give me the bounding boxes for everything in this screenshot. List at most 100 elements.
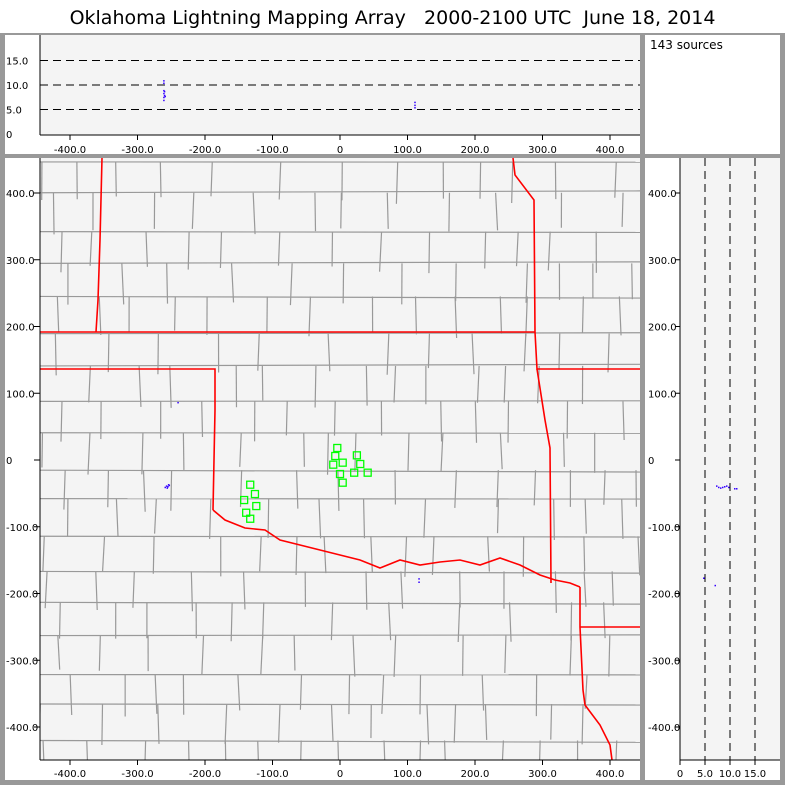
- y-tick-label: 300.0: [6, 256, 35, 267]
- y-tick-label: 10.0: [6, 81, 28, 92]
- county-line: [525, 296, 528, 337]
- county-line: [40, 261, 640, 264]
- county-line: [419, 674, 422, 715]
- source-point: [163, 94, 166, 97]
- x-tick-label: 10.0: [719, 769, 741, 780]
- county-line: [427, 333, 431, 369]
- source-point: [418, 581, 420, 583]
- county-line: [152, 536, 155, 574]
- county-line: [362, 498, 366, 539]
- county-line: [101, 703, 104, 746]
- county-line: [107, 333, 110, 373]
- source-point: [167, 484, 170, 486]
- lma-station: [246, 480, 255, 489]
- county-line: [584, 498, 587, 534]
- lma-station: [338, 478, 347, 487]
- county-line: [58, 602, 61, 639]
- y-tick-label: 400.0: [648, 189, 677, 200]
- county-line: [383, 740, 386, 760]
- y-tick-label: 5.0: [6, 106, 22, 117]
- x-tick-label: 400.0: [596, 769, 625, 780]
- source-point: [720, 487, 722, 489]
- source-point: [167, 486, 169, 488]
- x-tick-label: 0: [677, 769, 683, 780]
- county-line: [42, 740, 45, 760]
- county-line: [386, 192, 389, 229]
- lma-station: [246, 514, 255, 523]
- county-line: [323, 536, 327, 574]
- lma-station: [335, 469, 345, 479]
- source-point: [177, 401, 179, 404]
- county-line: [191, 192, 195, 229]
- x-tick-label: 300.0: [528, 145, 557, 156]
- chart-title: Oklahoma Lightning Mapping Array 2000-21…: [0, 0, 785, 33]
- source-point: [718, 486, 720, 489]
- county-line: [615, 740, 618, 760]
- source-point: [163, 92, 165, 95]
- county-line: [340, 192, 342, 229]
- county-line: [393, 365, 397, 403]
- county-line: [621, 192, 624, 227]
- county-line: [142, 470, 146, 512]
- county-line: [454, 296, 458, 339]
- county-line: [153, 498, 157, 534]
- county-line: [40, 570, 640, 574]
- county-line: [501, 740, 504, 760]
- county-line: [159, 161, 162, 198]
- x-tick-label: -300.0: [121, 145, 153, 156]
- county-line: [145, 231, 148, 267]
- source-count: 143 sources: [650, 38, 723, 52]
- y-tick-label: -300.0: [648, 656, 680, 667]
- county-line: [348, 674, 351, 715]
- county-line: [503, 365, 507, 403]
- county-line: [63, 470, 66, 510]
- x-tick-label: 0: [337, 145, 343, 156]
- county-line: [257, 333, 260, 371]
- y-tick-label: -400.0: [648, 723, 680, 734]
- y-tick-label: -200.0: [648, 590, 680, 601]
- county-line: [190, 571, 194, 612]
- source-point: [165, 485, 168, 487]
- lma-station: [250, 489, 260, 499]
- county-line: [603, 602, 606, 639]
- county-line: [201, 401, 204, 438]
- county-line: [224, 740, 227, 760]
- county-line: [448, 192, 451, 232]
- county-line: [525, 263, 529, 303]
- county-line: [69, 674, 73, 716]
- x-tick-label: 300.0: [528, 769, 557, 780]
- x-tick-label: -200.0: [189, 145, 221, 156]
- y-tick-label: 0: [6, 130, 12, 141]
- county-line: [352, 635, 356, 677]
- county-line: [554, 571, 557, 613]
- county-line: [419, 740, 422, 760]
- county-line: [581, 703, 584, 745]
- county-line: [581, 296, 584, 334]
- county-line: [88, 365, 91, 403]
- source-point: [703, 577, 705, 579]
- y-tick-label: -100.0: [648, 523, 680, 534]
- y-tick-label: 0: [648, 456, 654, 467]
- county-line: [303, 432, 305, 467]
- source-point: [414, 104, 416, 107]
- county-line: [440, 401, 443, 442]
- county-line: [484, 703, 488, 740]
- source-point: [414, 107, 416, 109]
- lma-station: [333, 443, 342, 453]
- county-line: [57, 635, 61, 670]
- county-line: [608, 635, 611, 677]
- county-line: [330, 602, 334, 641]
- county-line: [87, 432, 91, 475]
- county-line: [285, 401, 288, 436]
- source-point: [164, 486, 166, 489]
- y-tick-label: 100.0: [6, 389, 35, 400]
- source-point: [414, 101, 416, 104]
- y-tick-label: 400.0: [6, 189, 35, 200]
- county-line: [365, 571, 368, 610]
- county-line: [295, 536, 298, 576]
- county-line: [230, 263, 235, 303]
- county-line: [496, 470, 499, 508]
- y-tick-label: -400.0: [6, 723, 38, 734]
- county-line: [333, 401, 336, 436]
